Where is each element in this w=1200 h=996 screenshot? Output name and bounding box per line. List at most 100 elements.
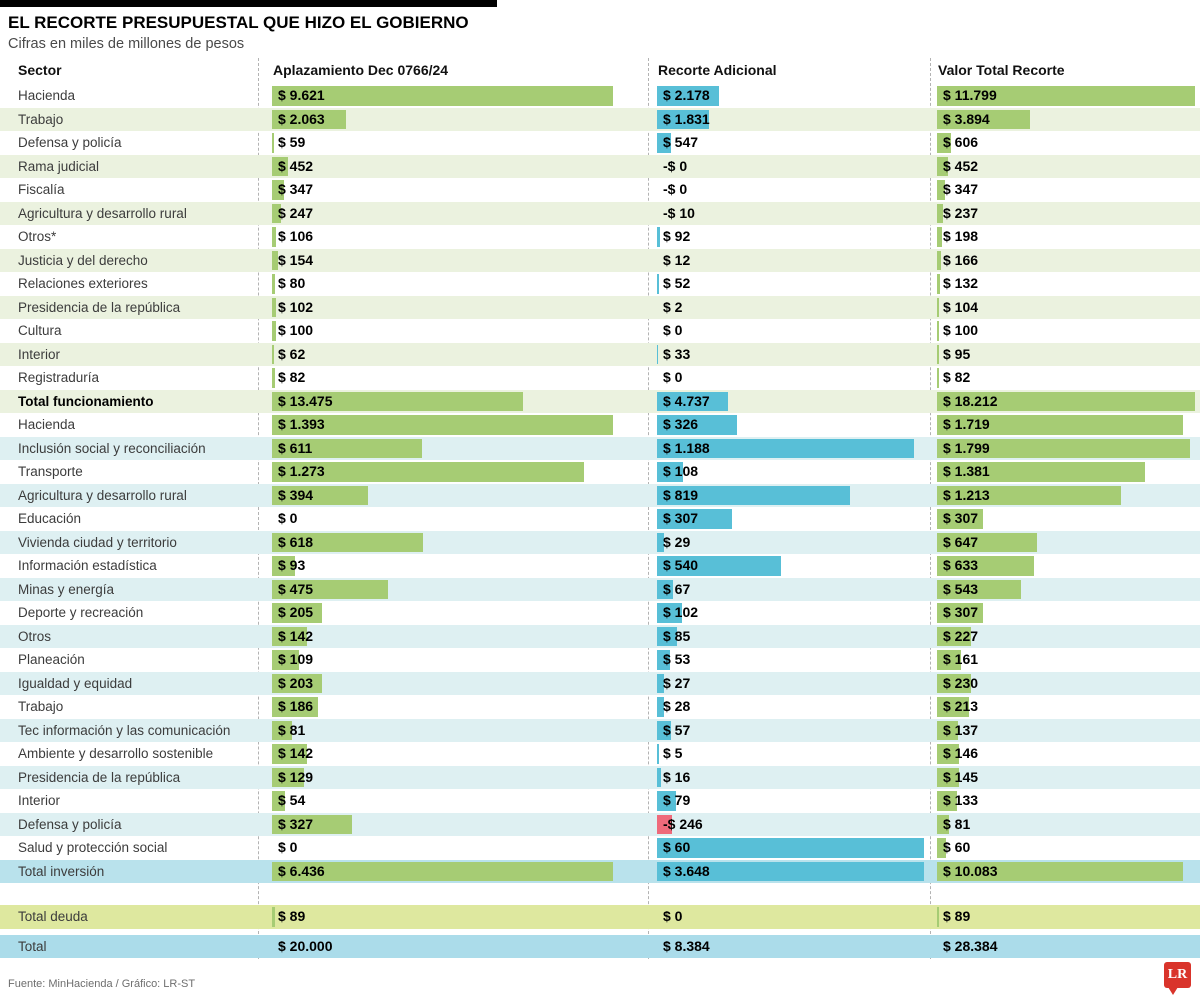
value-bar [657,109,709,129]
table-row: Minas y energía $ 475 $ 67 $ 543 [0,577,1200,601]
bar-cell: $ 347 [930,178,1200,202]
value-bar [272,227,276,247]
bar-cell: $ 606 [930,131,1200,155]
value-bar [657,650,670,670]
table-row: Total $ 20.000 $ 8.384 $ 28.384 [0,934,1200,958]
table-row: Total funcionamiento $ 13.475 $ 4.737 $ 18.… [0,389,1200,414]
value-label: $ 6.436 [278,862,325,879]
value-label: $ 129 [278,768,314,785]
bar-cell: $ 327 [258,813,648,837]
value-bar [272,133,274,153]
value-bar [657,344,658,364]
sector-label: Educación [18,511,82,526]
value-bar [272,368,275,388]
value-label: $ 1.831 [663,110,710,127]
value-label: $ 20.000 [278,937,333,954]
table-row: Relaciones exteriores $ 80 $ 52 $ 132 [0,272,1200,296]
bar-cell: $ 27 [648,672,930,696]
value-label: $ 100 [943,322,979,338]
bar-cell: $ 16 [648,766,930,790]
value-label: $ 146 [943,745,979,761]
bar-cell: $ 547 [648,131,930,155]
bar-cell: $ 230 [930,672,1200,696]
value-bar [937,838,946,858]
bar-cell: -$ 10 [648,202,930,226]
bar-cell: $ 247 [258,202,648,226]
bar-cell: $ 82 [930,366,1200,390]
value-label: $ 227 [943,627,979,644]
value-label: $ 133 [943,792,979,808]
table-row: Planeación $ 109 $ 53 $ 161 [0,648,1200,672]
value-bar [937,603,983,623]
bar-cell: $ 142 [258,742,648,766]
bar-cell: $ 53 [648,648,930,672]
value-bar [657,227,660,247]
bar-cell: $ 347 [258,178,648,202]
value-bar [272,415,613,435]
bar-cell: $ 100 [930,319,1200,343]
bar-cell: $ 18.212 [930,390,1200,414]
value-bar [272,485,368,505]
value-bar [657,532,664,552]
bar-cell: $ 186 [258,695,648,719]
sector-label: Tec información y las comunicación [18,722,231,738]
table-row: Interior $ 62 $ 33 $ 95 [0,342,1200,366]
value-bar [937,697,969,717]
value-label: $ 11.799 [943,87,997,103]
sector-label: Presidencia de la república [18,299,181,315]
value-label: $ 647 [943,533,979,550]
value-label: $ 237 [943,204,979,221]
value-label: $ 475 [278,580,314,597]
table-row: Tec información y las comunicación $ 81 $ … [0,718,1200,742]
bar-cell: $ 102 [648,601,930,625]
table-row: Interior $ 54 $ 79 $ 133 [0,789,1200,813]
sector-label: Total deuda [18,909,88,924]
value-bar [937,485,1121,505]
bar-cell: $ 11.799 [930,84,1200,108]
value-label: $ 547 [663,134,699,150]
value-bar [937,767,959,787]
value-bar [272,861,613,881]
bar-cell: $ 79 [648,789,930,813]
value-bar [937,556,1034,576]
value-label: $ 12 [663,251,691,268]
bar-cell: $ 154 [258,249,648,273]
value-bar [272,180,284,200]
value-bar [937,227,942,247]
value-bar [657,485,850,505]
value-label: -$ 246 [663,815,703,832]
table-row: Transporte $ 1.273 $ 108 $ 1.381 [0,460,1200,484]
sector-label: Salud y protección social [18,840,168,855]
value-label: $ 0 [663,908,683,924]
bar-cell: $ 819 [648,484,930,508]
sector-label: Fiscalía [18,182,65,197]
value-label: $ 29 [663,533,691,550]
value-label: $ 28.384 [943,937,998,954]
bar-cell: $ 1.213 [930,484,1200,508]
bar-cell: $ 82 [258,366,648,390]
value-label: $ 142 [278,627,314,644]
value-label: $ 307 [943,604,979,620]
value-bar [657,462,683,482]
value-label: $ 0 [278,510,298,526]
value-bar [937,579,1021,599]
value-bar [272,203,281,223]
value-bar [937,438,1190,458]
bar-cell: $ 1.831 [648,108,930,132]
value-label: $ 307 [943,510,979,526]
bar-cell: $ 0 [258,507,648,531]
value-label: $ 16 [663,768,691,785]
sector-label: Interior [18,346,61,362]
value-bar [272,907,275,927]
value-bar [657,697,664,717]
value-bar [272,579,388,599]
value-bar [657,838,924,858]
value-bar [657,415,737,435]
value-label: $ 1.273 [278,463,325,479]
value-label: -$ 0 [663,181,688,197]
value-label: $ 81 [943,815,971,832]
bar-cell: $ 611 [258,437,648,461]
value-bar [657,626,677,646]
value-label: $ 8.384 [663,937,710,954]
value-bar [272,626,307,646]
